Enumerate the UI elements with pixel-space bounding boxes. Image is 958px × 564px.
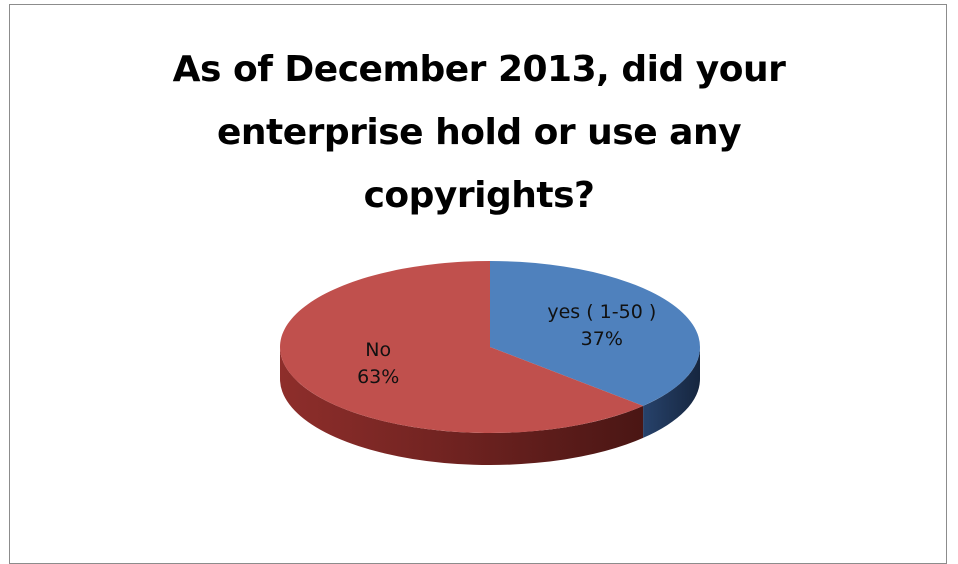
pie-slice-yes-1-50 [490, 261, 701, 406]
slice-category-label-yes-1-50: yes ( 1-50 ) [547, 301, 656, 323]
chart-title-line-3: copyrights? [363, 175, 595, 216]
chart-title: As of December 2013, did your enterprise… [0, 38, 958, 227]
pie-side-yes-1-50 [643, 347, 700, 438]
pie-sides [280, 347, 700, 466]
slice-value-label-no: 63% [357, 366, 399, 388]
pie-side-no [280, 347, 644, 466]
pie-tops [280, 261, 701, 434]
slice-value-label-yes-1-50: 37% [581, 328, 623, 350]
slice-category-label-no: No [365, 339, 391, 361]
pie-labels: yes ( 1-50 ) 37% No 63% [357, 301, 656, 388]
chart-title-line-2: enterprise hold or use any [216, 112, 742, 153]
chart-title-line-1: As of December 2013, did your [172, 49, 786, 90]
pie-slice-no [280, 261, 644, 434]
